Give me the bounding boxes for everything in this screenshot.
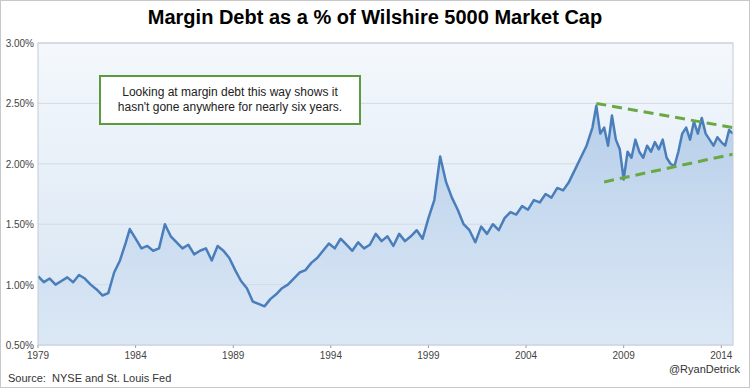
outer-border (1, 1, 750, 388)
y-tick-label: 3.00% (6, 38, 34, 49)
plot-frame (38, 43, 733, 345)
plot-data (38, 103, 733, 345)
y-tick-label: 2.00% (6, 159, 34, 170)
x-tick-label: 2004 (515, 350, 538, 361)
y-tick-label: 2.50% (6, 98, 34, 109)
x-tick-label: 1984 (124, 350, 147, 361)
x-tick-label: 1979 (27, 350, 50, 361)
x-tick-label: 1989 (222, 350, 245, 361)
annotation: Looking at margin debt this way shows it… (99, 75, 361, 125)
chart-svg: 0.50%1.00%1.50%2.00%2.50%3.00%1979198419… (0, 0, 750, 388)
x-tick-label: 2009 (613, 350, 636, 361)
x-tick-label: 1999 (417, 350, 440, 361)
line (38, 106, 733, 307)
y-tick-label: 1.50% (6, 219, 34, 230)
chart-container: 0.50%1.00%1.50%2.00%2.50%3.00%1979198419… (0, 0, 750, 388)
area (38, 106, 733, 345)
source: Source: NYSE and St. Louis Fed (8, 372, 171, 384)
credit: @RyanDetrick (669, 363, 741, 375)
trend-line (604, 154, 733, 182)
x-tick-label: 1994 (320, 350, 343, 361)
y-tick-label: 1.00% (6, 280, 34, 291)
plot-background (38, 43, 733, 345)
x-tick-label: 2014 (710, 350, 733, 361)
trend-line (596, 103, 733, 127)
title: Margin Debt as a % of Wilshire 5000 Mark… (148, 6, 602, 28)
